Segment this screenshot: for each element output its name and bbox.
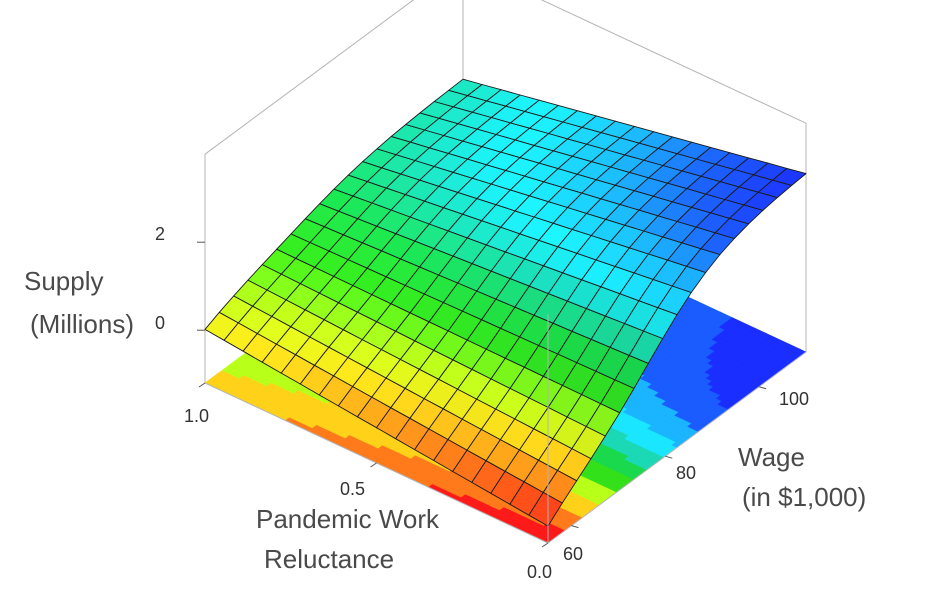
x-tick-mark (541, 542, 549, 548)
x-tick-mark (198, 382, 206, 388)
y-axis-title-line2: (in $1,000) (742, 482, 866, 512)
x-axis-title-line2: Reluctance (264, 544, 394, 574)
x-axis-title-line1: Pandemic Work (256, 504, 440, 534)
box-edge (204, 0, 415, 155)
y-tick-label: 80 (676, 463, 696, 483)
z-tick-label: 0 (155, 313, 165, 333)
y-tick-label: 100 (779, 389, 809, 409)
x-tick-mark (370, 462, 377, 468)
box-edge (547, 351, 807, 544)
x-tick-label: 1.0 (184, 406, 209, 426)
surface-patch (772, 167, 807, 186)
y-tick-mark (758, 386, 767, 390)
y-axis-title-line1: Wage (738, 442, 805, 472)
z-axis-title-line2: (Millions) (30, 309, 134, 339)
x-tick-label: 0.0 (527, 562, 552, 582)
tick-marks (197, 241, 767, 548)
x-tick-label: 0.5 (340, 479, 365, 499)
y-tick-label: 60 (563, 544, 583, 564)
surface-mesh (204, 78, 807, 527)
y-tick-mark (571, 525, 579, 529)
z-axis-title-line1: Supply (24, 266, 104, 296)
box-edge (540, 0, 807, 124)
y-tick-mark (665, 455, 673, 459)
z-tick-label: 2 (155, 224, 165, 244)
